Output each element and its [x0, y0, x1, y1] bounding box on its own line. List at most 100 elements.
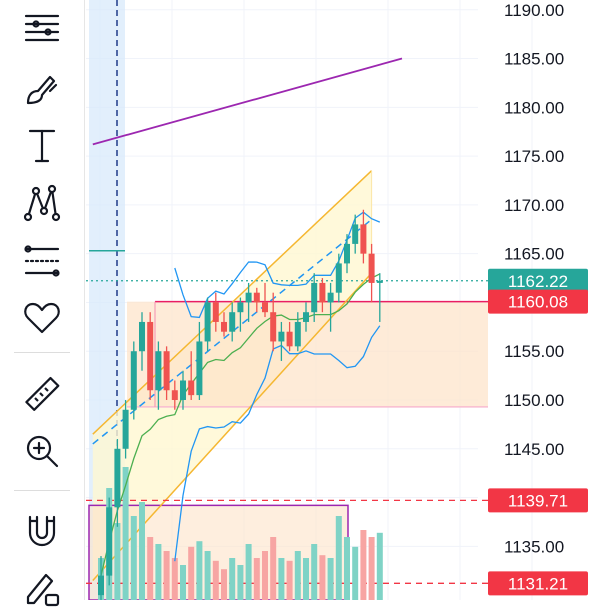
- volume-bar: [188, 546, 195, 600]
- volume-bar: [360, 530, 367, 600]
- candle: [188, 380, 195, 396]
- volume-bar: [147, 537, 154, 600]
- price-tick-label: 1165.00: [504, 245, 564, 264]
- price-tag: [488, 268, 588, 293]
- price-tag: [488, 571, 588, 596]
- purple-trendline: [92, 57, 403, 146]
- volume-bar: [139, 502, 145, 600]
- volume-bar: [130, 516, 137, 600]
- volume-bar: [163, 551, 170, 600]
- candle: [237, 302, 244, 313]
- volume-bar: [196, 541, 203, 600]
- volume-bar: [335, 516, 342, 600]
- candle: [311, 282, 318, 313]
- price-tick-label: 1185.00: [504, 50, 564, 69]
- price-tag-label: 1162.22: [508, 272, 568, 291]
- edit-lock-icon[interactable]: [19, 564, 65, 610]
- volume-bar: [311, 544, 318, 600]
- volume-bar: [245, 544, 252, 600]
- magnet-icon[interactable]: [19, 508, 65, 554]
- zoom-in-icon[interactable]: [19, 428, 65, 474]
- candle: [360, 224, 367, 254]
- candle: [114, 448, 121, 508]
- price-tick-label: 1170.00: [504, 196, 564, 215]
- volume-bar: [237, 565, 244, 600]
- candle: [376, 280, 383, 283]
- candle: [262, 302, 268, 313]
- volume-bar: [262, 551, 268, 600]
- text-icon[interactable]: [19, 122, 65, 168]
- candle: [163, 351, 170, 391]
- candle: [344, 243, 350, 264]
- candle: [171, 390, 178, 400]
- candle: [212, 302, 219, 322]
- volume-bar: [155, 544, 162, 600]
- candle: [147, 321, 154, 391]
- candle: [122, 409, 129, 449]
- volume-bar: [376, 532, 383, 600]
- candle: [180, 380, 186, 400]
- candle: [229, 312, 236, 332]
- bollinger-upper: [174, 211, 381, 319]
- brush-icon[interactable]: [19, 66, 65, 112]
- price-tag-label: 1160.08: [508, 293, 568, 312]
- price-tick-label: 1135.00: [504, 537, 564, 556]
- price-tick-label: 1145.00: [504, 440, 564, 459]
- candle: [130, 351, 137, 410]
- price-tick-label: 1175.00: [504, 147, 564, 166]
- candle: [253, 292, 260, 303]
- moving-average: [100, 273, 381, 576]
- price-tick-label: 1180.00: [504, 98, 564, 117]
- favorite-heart-icon[interactable]: [19, 294, 65, 340]
- volume-bar: [327, 558, 334, 600]
- candle: [106, 507, 113, 576]
- volume-bar: [171, 558, 178, 600]
- price-tag-label: 1139.71: [508, 491, 568, 510]
- price-tick-label: 1155.00: [504, 342, 564, 361]
- candle: [327, 292, 334, 303]
- candle: [139, 321, 145, 352]
- candle: [98, 575, 104, 596]
- candle: [368, 253, 375, 283]
- volume-bars: [98, 467, 383, 600]
- candle: [196, 341, 203, 396]
- volume-bar: [270, 537, 277, 600]
- price-tag-label: 1131.21: [508, 574, 568, 593]
- drawing-toolbar: [0, 0, 85, 607]
- candle: [352, 224, 359, 244]
- volume-bar: [122, 467, 129, 600]
- volume-bar: [229, 558, 236, 600]
- prediction-icon[interactable]: [19, 238, 65, 284]
- candle: [155, 351, 162, 391]
- volume-bar: [212, 560, 219, 600]
- price-tick-label: 1190.00: [504, 1, 564, 20]
- price-tick-label: 1150.00: [504, 391, 564, 410]
- candle: [294, 321, 301, 347]
- ruler-icon[interactable]: [19, 372, 65, 418]
- trend-line-tools-icon[interactable]: [19, 4, 65, 50]
- volume-bar: [294, 551, 301, 600]
- volume-bar: [352, 546, 359, 600]
- candle: [245, 292, 252, 303]
- pattern-icon[interactable]: [19, 180, 65, 226]
- candle: [270, 312, 277, 342]
- candle: [303, 312, 309, 322]
- volume-bar: [253, 558, 260, 600]
- candle: [286, 331, 293, 347]
- volume-bar: [368, 537, 375, 600]
- volume-bar: [344, 537, 350, 600]
- candle: [335, 263, 342, 293]
- candle: [204, 302, 211, 342]
- price-tag: [488, 289, 588, 314]
- volume-bar: [204, 551, 211, 600]
- volume-bar: [319, 555, 326, 600]
- candle: [278, 331, 285, 342]
- candles: [98, 209, 383, 600]
- volume-bar: [303, 558, 309, 600]
- volume-bar: [286, 560, 293, 600]
- volume-bar: [180, 565, 186, 600]
- price-tag: [488, 488, 588, 513]
- bollinger-lower: [174, 325, 381, 562]
- candle: [221, 321, 227, 332]
